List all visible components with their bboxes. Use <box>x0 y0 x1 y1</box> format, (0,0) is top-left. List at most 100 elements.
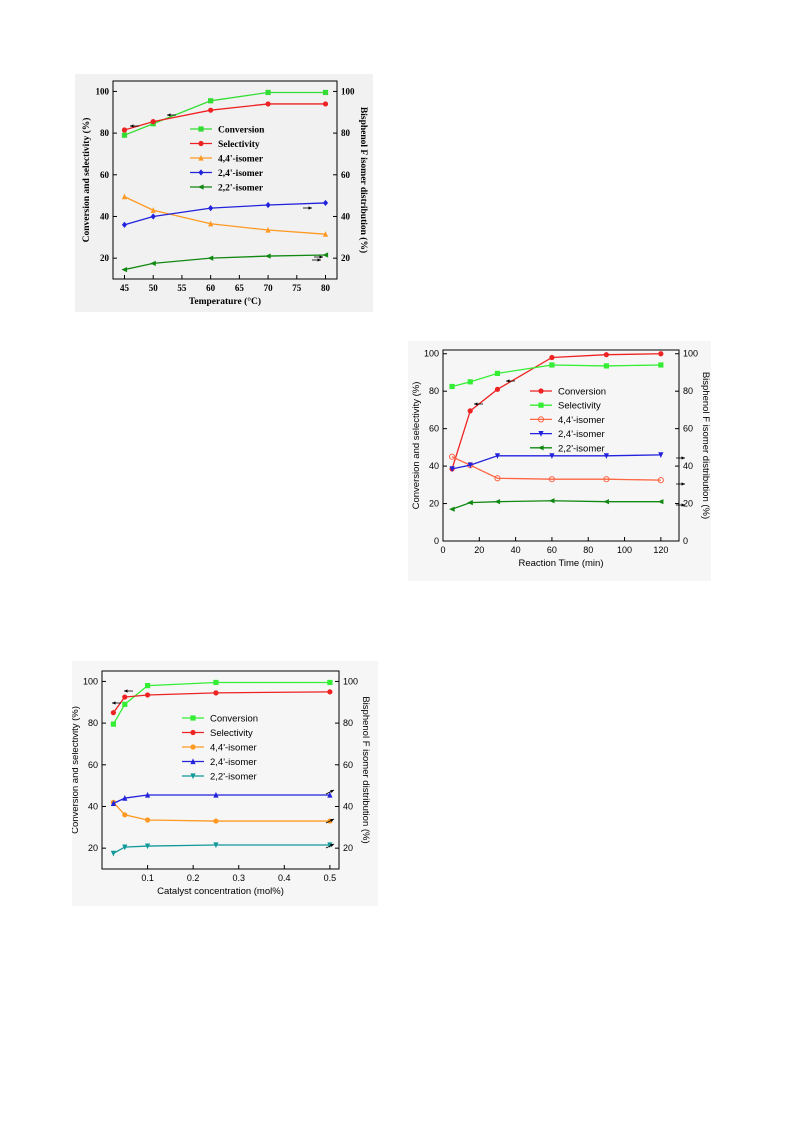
y2-tick-label: 100 <box>341 86 355 96</box>
legend-label: 2,2'-isomer <box>558 443 605 454</box>
data-point <box>603 453 609 459</box>
data-point <box>549 453 555 459</box>
plot-frame <box>112 80 338 280</box>
legend-label: 2,4'-isomer <box>218 169 264 179</box>
legend-marker <box>190 729 196 736</box>
x-tick-label: 120 <box>653 545 668 555</box>
series-line <box>451 364 661 388</box>
x-tick-label: 0.3 <box>232 873 245 883</box>
data-point <box>144 682 151 689</box>
data-point <box>121 132 128 138</box>
x-tick-label: 70 <box>264 283 274 293</box>
legend-marker <box>190 715 196 721</box>
data-point <box>658 362 664 368</box>
data-point <box>265 201 271 209</box>
data-point <box>122 812 128 818</box>
data-point <box>122 844 128 851</box>
legend-label: 2,4'-isomer <box>558 429 605 440</box>
y2-tick-label: 20 <box>683 499 693 509</box>
legend-marker <box>198 140 204 147</box>
axis-arrow <box>124 689 133 693</box>
data-point <box>213 679 219 686</box>
data-point <box>208 107 214 113</box>
data-point <box>208 220 214 227</box>
data-point <box>327 689 333 695</box>
x-tick-label: 0.4 <box>278 873 291 883</box>
data-point <box>548 498 555 504</box>
axis-arrow <box>676 456 685 460</box>
x-axis-label: Temperature (°C) <box>189 296 261 307</box>
y2-axis-label: Bisphenol F isomer distribution (%) <box>700 372 711 519</box>
data-point <box>322 231 329 237</box>
y2-tick-label: 60 <box>683 424 693 434</box>
legend-label: Selectivity <box>210 728 253 739</box>
data-point <box>448 506 455 512</box>
data-point <box>213 842 219 849</box>
data-point <box>327 679 333 686</box>
series-1 <box>449 362 664 390</box>
legend-marker <box>190 758 196 765</box>
legend-marker <box>538 402 544 408</box>
data-point <box>494 453 501 459</box>
y-tick-label: 20 <box>429 499 439 509</box>
data-point <box>322 199 329 207</box>
data-point <box>121 193 128 200</box>
data-point <box>213 690 219 696</box>
data-point <box>467 408 473 414</box>
x-tick-label: 45 <box>120 283 130 293</box>
data-point <box>110 850 116 857</box>
legend-label: 2,2'-isomer <box>218 184 264 194</box>
y2-tick-label: 40 <box>341 211 351 221</box>
axis-arrow <box>325 843 335 849</box>
axis-arrow <box>474 402 483 406</box>
y2-axis-label: Bisphenol F isomer distribution (%) <box>360 696 371 843</box>
legend-marker <box>190 773 196 780</box>
axis-arrow <box>506 379 515 383</box>
data-point <box>122 795 128 801</box>
data-point <box>467 500 473 506</box>
data-point <box>322 89 329 96</box>
plot-frame <box>101 670 340 870</box>
y2-tick-label: 40 <box>343 801 353 811</box>
data-point <box>208 98 214 104</box>
data-point <box>122 701 128 707</box>
data-point <box>494 386 501 392</box>
legend-label: Selectivity <box>218 140 260 150</box>
data-point <box>213 818 219 824</box>
legend-label: Selectivity <box>558 401 601 412</box>
y2-tick-label: 100 <box>683 349 698 359</box>
axis-arrow <box>130 124 139 128</box>
series-0 <box>110 679 333 727</box>
data-point <box>213 791 219 798</box>
data-point <box>548 476 556 483</box>
data-point <box>467 379 473 385</box>
data-point <box>264 253 271 259</box>
data-point <box>121 221 128 228</box>
series-line <box>124 202 326 226</box>
x-tick-label: 0 <box>440 545 445 555</box>
x-tick-label: 65 <box>235 283 245 293</box>
legend: Conversion Selectivity 4,4'-isomer 2,4'-iso… <box>530 387 606 454</box>
y-tick-label: 100 <box>424 349 439 359</box>
y-axis-label: Conversion and selectivity (%) <box>72 706 81 834</box>
y-tick-label: 40 <box>88 801 98 811</box>
series-1 <box>110 689 333 716</box>
axis-arrow <box>303 206 312 210</box>
legend-marker <box>190 744 196 750</box>
x-tick-label: 60 <box>547 545 557 555</box>
data-point <box>658 452 664 458</box>
data-point <box>144 843 151 850</box>
x-tick-label: 0.2 <box>187 873 200 883</box>
legend-label: Conversion <box>558 387 606 398</box>
y-axis-label: Conversion and selectivity (%) <box>411 382 422 510</box>
data-point <box>603 499 609 505</box>
axis-arrow <box>676 482 685 486</box>
data-point <box>110 710 116 716</box>
legend-marker <box>197 184 204 190</box>
axis-arrow <box>112 701 121 705</box>
series-2 <box>110 799 333 824</box>
data-point <box>150 207 156 213</box>
y2-tick-label: 0 <box>683 536 688 546</box>
x-tick-label: 0.1 <box>141 873 154 883</box>
